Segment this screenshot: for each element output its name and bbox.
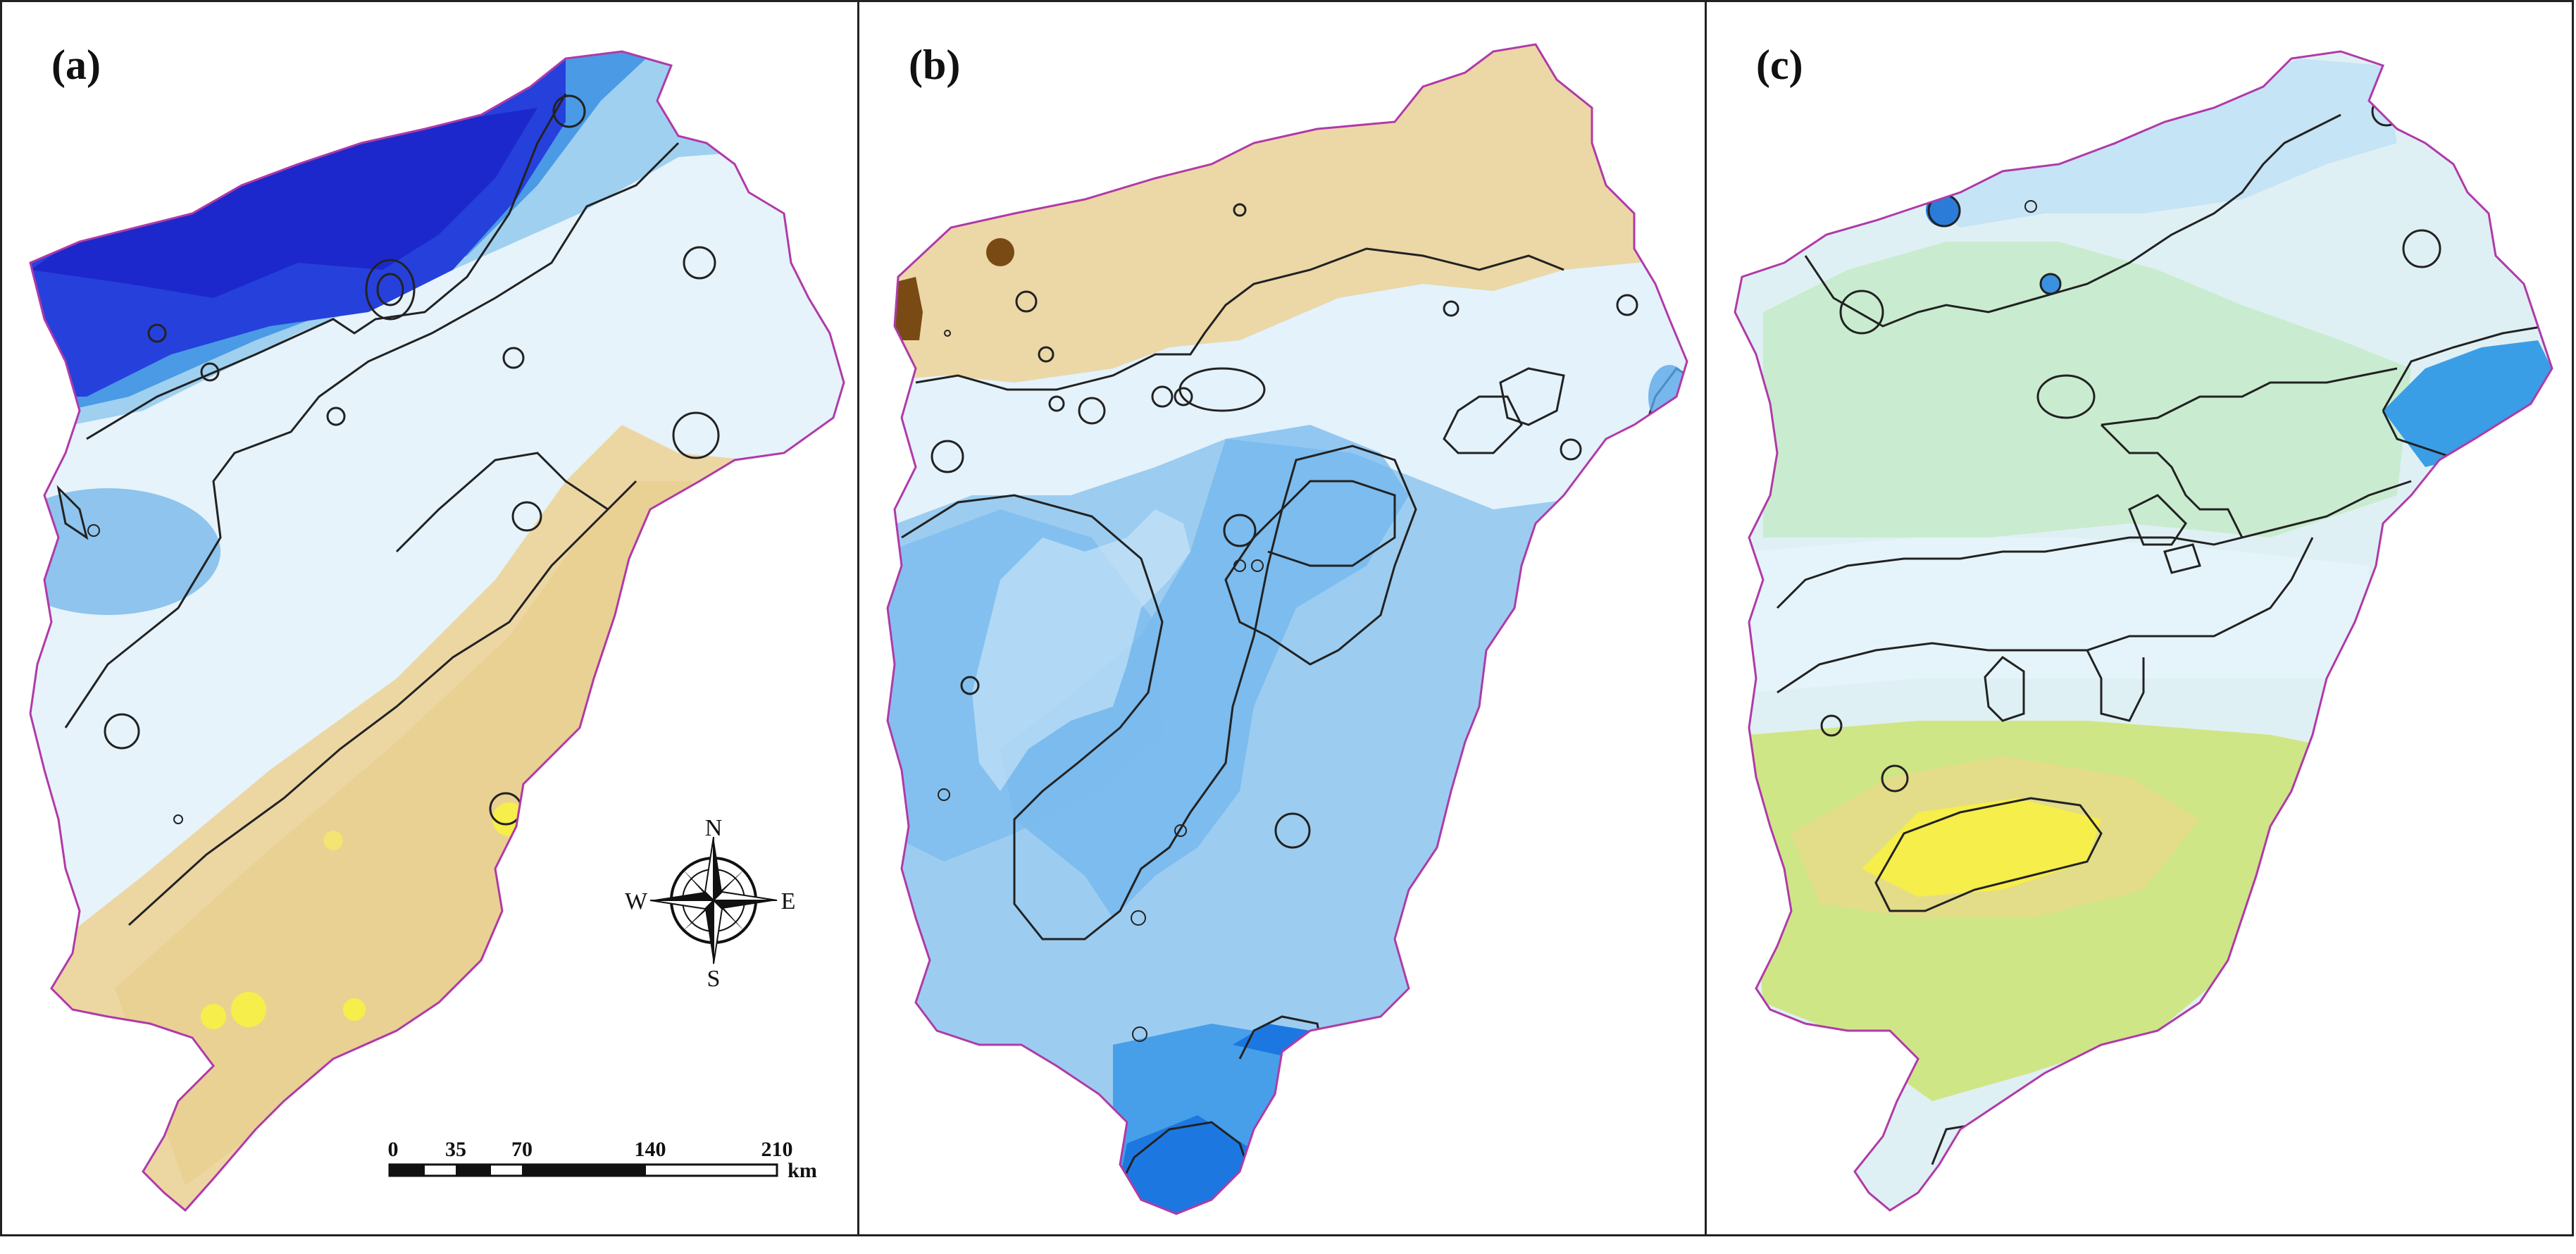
scale-bar: 0 35 70 140 210 km xyxy=(388,1138,817,1182)
panel-a: N S E W 0 35 70 140 210 km (a) xyxy=(0,0,859,1236)
compass-north-label: N xyxy=(705,815,723,841)
compass-rose: N S E W xyxy=(625,815,795,992)
compass-south-label: S xyxy=(707,966,721,992)
panel-label-c: (c) xyxy=(1756,42,1803,88)
scale-tick-0: 0 xyxy=(388,1138,399,1161)
map-c xyxy=(1734,50,2553,1212)
panel-label-a: (a) xyxy=(51,42,101,88)
map-b xyxy=(886,43,1688,1215)
scale-tick-210: 210 xyxy=(761,1138,793,1161)
map-a: N S E W 0 35 70 140 210 km xyxy=(29,50,845,1212)
province-boundary-b xyxy=(886,43,1688,1215)
scale-tick-35: 35 xyxy=(445,1138,466,1161)
panel-b: (b) xyxy=(857,0,1707,1236)
scale-tick-140: 140 xyxy=(635,1138,666,1161)
scale-tick-70: 70 xyxy=(511,1138,533,1161)
panel-c: (c) xyxy=(1705,0,2574,1236)
scale-unit: km xyxy=(788,1159,817,1182)
compass-east-label: E xyxy=(781,888,796,914)
province-boundary-c xyxy=(1734,50,2553,1212)
panel-label-b: (b) xyxy=(909,42,961,88)
province-boundary-a xyxy=(29,50,845,1212)
compass-west-label: W xyxy=(625,888,648,914)
